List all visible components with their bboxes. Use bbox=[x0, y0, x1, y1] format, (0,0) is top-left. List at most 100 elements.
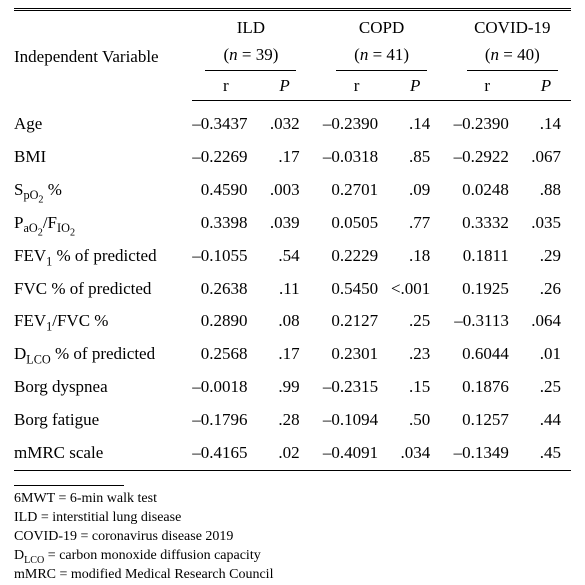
footnote-line: 6MWT = 6-min walk test bbox=[14, 490, 571, 509]
group-header-copd: COPD bbox=[323, 10, 440, 42]
variable-name: PaO2/FIO2 bbox=[14, 207, 192, 240]
cell-p: .01 bbox=[521, 338, 571, 371]
cell-p: .50 bbox=[390, 404, 440, 437]
variable-name: FEV1/FVC % bbox=[14, 305, 192, 338]
cell-p: .11 bbox=[259, 273, 309, 306]
cell-r: 0.5450 bbox=[323, 273, 390, 306]
sub-r: r bbox=[323, 73, 390, 100]
cell-p: .23 bbox=[390, 338, 440, 371]
cell-p: .14 bbox=[521, 100, 571, 140]
cell-p: .17 bbox=[259, 141, 309, 174]
cell-r: 0.2638 bbox=[192, 273, 259, 306]
cell-p: .45 bbox=[521, 437, 571, 470]
cell-r: 0.1257 bbox=[454, 404, 521, 437]
table-row: Borg dyspnea–0.0018.99–0.2315.150.1876.2… bbox=[14, 371, 571, 404]
cell-r: –0.1094 bbox=[323, 404, 390, 437]
group-header-covid: COVID-19 bbox=[454, 10, 571, 42]
cell-p: .15 bbox=[390, 371, 440, 404]
footnote-line: ILD = interstitial lung disease bbox=[14, 509, 571, 528]
cell-r: 0.1925 bbox=[454, 273, 521, 306]
sub-p: P bbox=[259, 73, 309, 100]
cell-r: –0.1796 bbox=[192, 404, 259, 437]
cell-r: –0.0018 bbox=[192, 371, 259, 404]
cell-p: .064 bbox=[521, 305, 571, 338]
sub-p: P bbox=[390, 73, 440, 100]
cell-p: .88 bbox=[521, 174, 571, 207]
cell-p: <.001 bbox=[390, 273, 440, 306]
cell-p: .034 bbox=[390, 437, 440, 470]
stats-table: Independent Variable ILD COPD COVID-19 (… bbox=[14, 8, 571, 471]
cell-r: –0.1055 bbox=[192, 240, 259, 273]
cell-r: 0.2301 bbox=[323, 338, 390, 371]
cell-p: .26 bbox=[521, 273, 571, 306]
table-bottom-rule bbox=[14, 470, 571, 471]
variable-name: Borg dyspnea bbox=[14, 371, 192, 404]
cell-r: –0.3437 bbox=[192, 100, 259, 140]
table-row: PaO2/FIO20.3398.039 0.0505.77 0.3332.035 bbox=[14, 207, 571, 240]
cell-r: –0.2390 bbox=[323, 100, 390, 140]
cell-p: .85 bbox=[390, 141, 440, 174]
group-n-copd: (n = 41) bbox=[336, 44, 427, 71]
cell-p: .035 bbox=[521, 207, 571, 240]
cell-p: .18 bbox=[390, 240, 440, 273]
cell-r: 0.6044 bbox=[454, 338, 521, 371]
group-n-covid: (n = 40) bbox=[467, 44, 558, 71]
cell-r: 0.0505 bbox=[323, 207, 390, 240]
footnote-line: mMRC = modified Medical Research Council bbox=[14, 566, 571, 585]
variable-name: FVC % of predicted bbox=[14, 273, 192, 306]
cell-p: .08 bbox=[259, 305, 309, 338]
sub-r: r bbox=[454, 73, 521, 100]
variable-name: SpO2 % bbox=[14, 174, 192, 207]
cell-r: –0.2315 bbox=[323, 371, 390, 404]
cell-r: 0.1811 bbox=[454, 240, 521, 273]
cell-p: .02 bbox=[259, 437, 309, 470]
cell-p: .44 bbox=[521, 404, 571, 437]
cell-p: .29 bbox=[521, 240, 571, 273]
cell-r: –0.0318 bbox=[323, 141, 390, 174]
cell-p: .28 bbox=[259, 404, 309, 437]
footnote-line: DLCO = carbon monoxide diffusion capacit… bbox=[14, 547, 571, 566]
cell-r: –0.2269 bbox=[192, 141, 259, 174]
variable-name: BMI bbox=[14, 141, 192, 174]
table-row: DLCO % of predicted0.2568.17 0.2301.23 0.6… bbox=[14, 338, 571, 371]
cell-p: .99 bbox=[259, 371, 309, 404]
cell-r: 0.3398 bbox=[192, 207, 259, 240]
cell-r: 0.2701 bbox=[323, 174, 390, 207]
iv-header: Independent Variable bbox=[14, 10, 192, 101]
cell-r: –0.4091 bbox=[323, 437, 390, 470]
variable-name: Borg fatigue bbox=[14, 404, 192, 437]
group-header-ild: ILD bbox=[192, 10, 309, 42]
cell-p: .039 bbox=[259, 207, 309, 240]
cell-r: 0.0248 bbox=[454, 174, 521, 207]
cell-r: 0.2890 bbox=[192, 305, 259, 338]
cell-r: 0.1876 bbox=[454, 371, 521, 404]
variable-name: DLCO % of predicted bbox=[14, 338, 192, 371]
cell-p: .54 bbox=[259, 240, 309, 273]
cell-r: –0.1349 bbox=[454, 437, 521, 470]
cell-r: –0.4165 bbox=[192, 437, 259, 470]
cell-r: 0.2127 bbox=[323, 305, 390, 338]
footnotes: 6MWT = 6-min walk testILD = interstitial… bbox=[14, 485, 571, 584]
cell-p: .77 bbox=[390, 207, 440, 240]
table-row: FEV1/FVC %0.2890.080.2127.25–0.3113.064 bbox=[14, 305, 571, 338]
cell-p: .003 bbox=[259, 174, 309, 207]
cell-p: .032 bbox=[259, 100, 309, 140]
cell-r: –0.3113 bbox=[454, 305, 521, 338]
cell-r: 0.3332 bbox=[454, 207, 521, 240]
cell-p: .17 bbox=[259, 338, 309, 371]
cell-p: .14 bbox=[390, 100, 440, 140]
table-row: FEV1 % of predicted–0.1055.540.2229.180.… bbox=[14, 240, 571, 273]
table-row: Age–0.3437.032–0.2390.14–0.2390.14 bbox=[14, 100, 571, 140]
cell-r: –0.2390 bbox=[454, 100, 521, 140]
table-row: Borg fatigue–0.1796.28 –0.1094.50 0.1257.4… bbox=[14, 404, 571, 437]
variable-name: mMRC scale bbox=[14, 437, 192, 470]
table-row: FVC % of predicted0.2638.11 0.5450<.001 0.… bbox=[14, 273, 571, 306]
header-row-groups: Independent Variable ILD COPD COVID-19 bbox=[14, 10, 571, 42]
variable-name: Age bbox=[14, 100, 192, 140]
cell-r: –0.2922 bbox=[454, 141, 521, 174]
footnote-line: COVID-19 = coronavirus disease 2019 bbox=[14, 528, 571, 547]
cell-r: 0.2568 bbox=[192, 338, 259, 371]
table-row: BMI–0.2269.17–0.0318.85–0.2922.067 bbox=[14, 141, 571, 174]
table-row: mMRC scale–0.4165.02 –0.4091.034 –0.1349.4… bbox=[14, 437, 571, 470]
variable-name: FEV1 % of predicted bbox=[14, 240, 192, 273]
